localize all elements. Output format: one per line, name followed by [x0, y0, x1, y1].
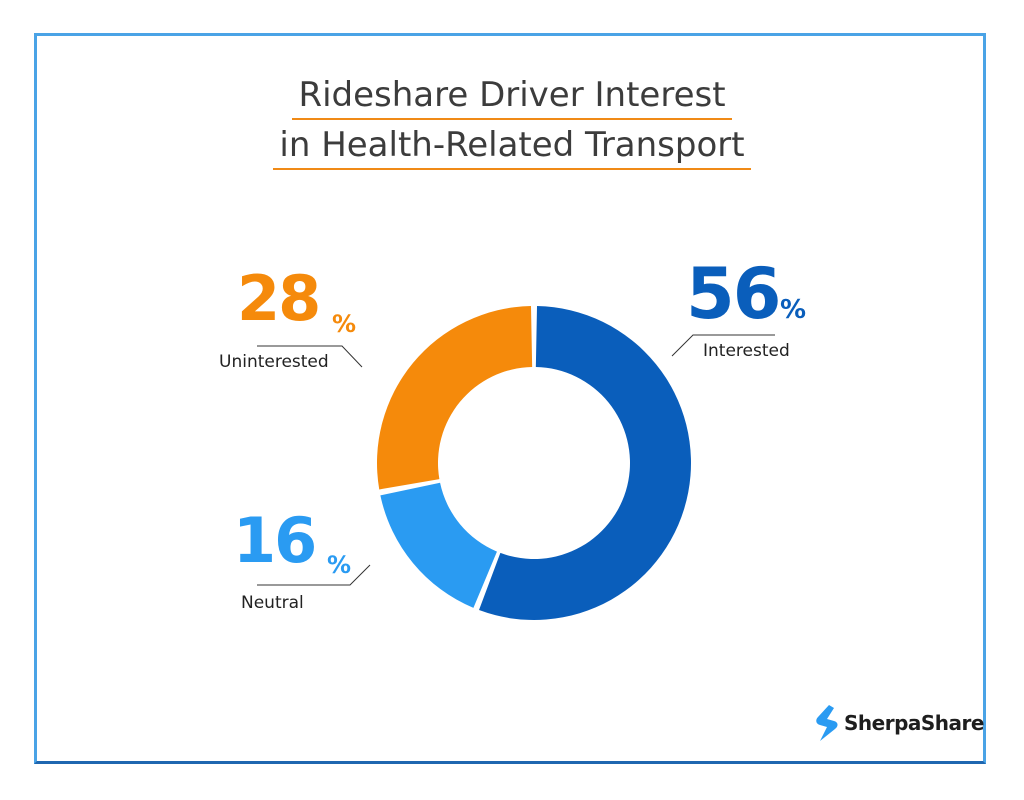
slice-interested — [479, 306, 691, 620]
leader-line-uninterested — [257, 345, 363, 368]
title-line-2: in Health-Related Transport — [273, 122, 751, 170]
unit-uninterested: % — [332, 310, 356, 338]
unit-interested: % — [780, 295, 806, 325]
label-group-uninterested: 28 % Uninterested — [219, 262, 363, 372]
value-interested: 56 — [686, 253, 779, 335]
brand-name: SherpaShare — [844, 711, 984, 735]
value-neutral: 16 — [233, 504, 315, 577]
title-line-1: Rideshare Driver Interest — [292, 72, 732, 120]
sherpashare-logo-icon — [816, 705, 838, 741]
label-group-neutral: 16 % Neutral — [233, 504, 371, 613]
unit-neutral: % — [327, 551, 351, 579]
slice-uninterested — [377, 306, 533, 490]
brand-logo: SherpaShare — [814, 704, 984, 742]
slice-neutral — [380, 482, 497, 608]
leader-line-neutral — [257, 564, 371, 586]
label-uninterested: Uninterested — [219, 352, 329, 372]
value-uninterested: 28 — [237, 262, 319, 335]
label-interested: Interested — [703, 341, 790, 361]
label-group-interested: 56 % Interested — [671, 253, 806, 361]
infographic-frame — [34, 33, 986, 764]
leader-line-interested — [671, 334, 775, 357]
label-neutral: Neutral — [241, 593, 304, 613]
chart-title: Rideshare Driver Interest in Health-Rela… — [0, 72, 1024, 172]
